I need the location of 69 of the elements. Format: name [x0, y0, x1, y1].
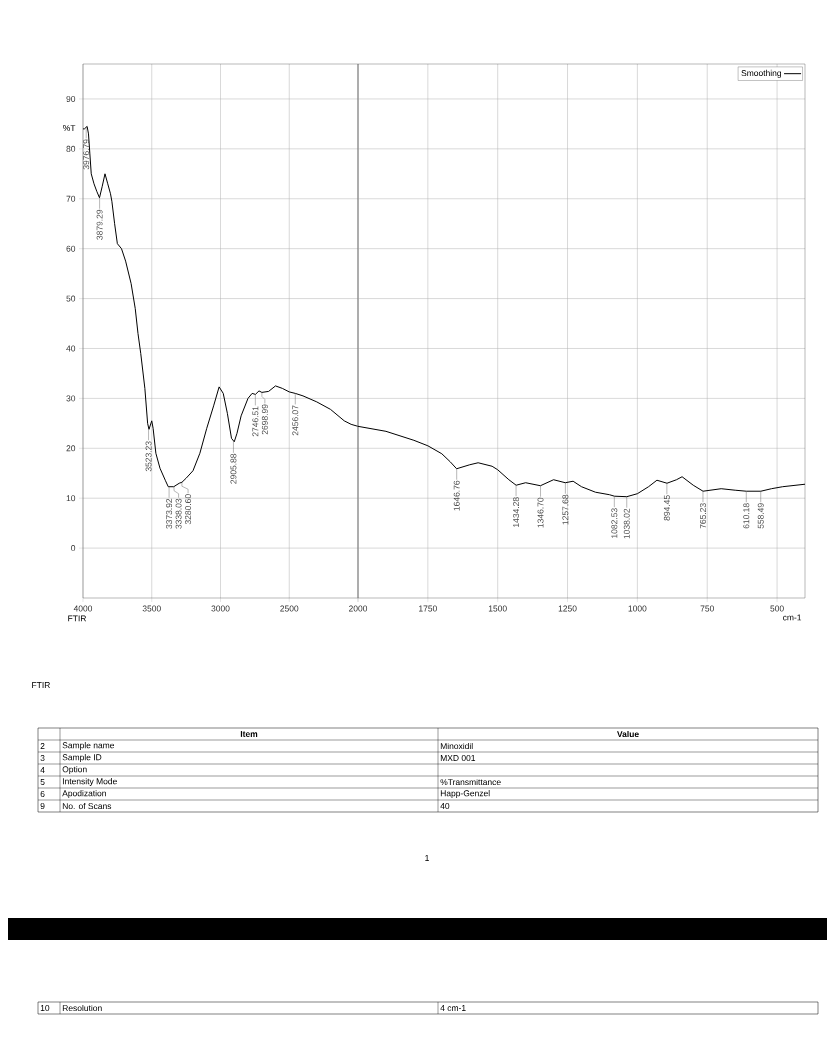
annotation: 3280.60: [185, 494, 192, 525]
y-tick-label: 60: [66, 245, 76, 252]
text: 10: [40, 1005, 50, 1012]
text: FTIR: [32, 682, 50, 688]
annotation: 1082.53: [611, 508, 618, 538]
text: Happ-Genzel: [440, 790, 490, 798]
x-tick-label: 1250: [558, 605, 577, 612]
x-tick-label: 500: [770, 605, 784, 612]
annotation: 558.49: [757, 503, 764, 529]
annotation: 3976.79: [83, 139, 90, 170]
annotation: 1434.28: [513, 497, 520, 527]
text: Option: [62, 766, 87, 774]
annotation: 610.18: [743, 503, 750, 529]
text: %Transmittance: [440, 778, 501, 786]
text: Apodization: [62, 790, 106, 798]
text: Intensity Mode: [62, 778, 117, 786]
text: 1: [425, 855, 429, 861]
annotation: 3373.92: [166, 498, 173, 529]
annotation: 2456.07: [292, 405, 299, 436]
text: 4: [40, 767, 45, 773]
text: Minoxidil: [440, 742, 473, 750]
text: 2: [40, 743, 45, 749]
x-tick-label: 4000: [73, 605, 93, 612]
y-tick-label: 70: [66, 195, 76, 202]
text: 9: [40, 803, 45, 809]
annotation: 2746.51: [252, 406, 259, 437]
y-axis-title: %T: [63, 125, 76, 132]
y-tick-label: 30: [66, 395, 76, 402]
text: Sample ID: [62, 754, 102, 762]
y-tick-label: 10: [66, 495, 76, 502]
text: 40: [440, 803, 450, 809]
annotation: 2698.99: [261, 404, 268, 435]
annotation: 2905.88: [230, 453, 237, 484]
text: Sample name: [62, 742, 115, 750]
x-tick-label: 3000: [211, 605, 230, 612]
y-tick-label: 20: [66, 445, 76, 452]
y-tick-label: 80: [66, 145, 76, 152]
y-tick-label: 90: [66, 95, 76, 102]
text: No. of Scans: [62, 802, 112, 810]
annotation: 3338.03: [175, 498, 182, 529]
text: Value: [617, 730, 639, 738]
x-axis-title: cm-1: [783, 614, 802, 621]
annotation: 1257.68: [562, 494, 569, 525]
y-tick-label: 50: [66, 295, 76, 302]
annotation: 894.45: [663, 495, 670, 521]
text: Item: [240, 731, 258, 737]
annotation: 765.23: [699, 503, 706, 529]
annotation: 1346.70: [537, 497, 544, 528]
text: 6: [40, 791, 45, 797]
annotation: 3523.23: [145, 441, 152, 472]
text: FTIR: [68, 615, 87, 622]
x-tick-label: 1750: [419, 605, 437, 612]
text: MXD 001: [440, 755, 476, 761]
x-tick-label: 1500: [488, 605, 507, 612]
x-tick-label: 2500: [280, 605, 299, 612]
text: 5: [40, 779, 45, 785]
annotation: 3879.29: [96, 209, 103, 240]
annotation: 1038.02: [623, 508, 630, 539]
x-tick-label: 3500: [142, 605, 161, 612]
text: Resolution: [62, 1004, 102, 1012]
text: 4 cm-1: [440, 1005, 466, 1011]
x-tick-label: 2000: [349, 605, 368, 612]
y-tick-label: 0: [71, 545, 76, 552]
text: 3: [40, 755, 45, 761]
x-tick-label: 1000: [628, 605, 647, 612]
annotation: 1646.76: [453, 480, 460, 511]
y-tick-label: 40: [66, 345, 76, 352]
x-tick-label: 750: [700, 605, 714, 612]
legend-label: Smoothing: [741, 69, 782, 78]
